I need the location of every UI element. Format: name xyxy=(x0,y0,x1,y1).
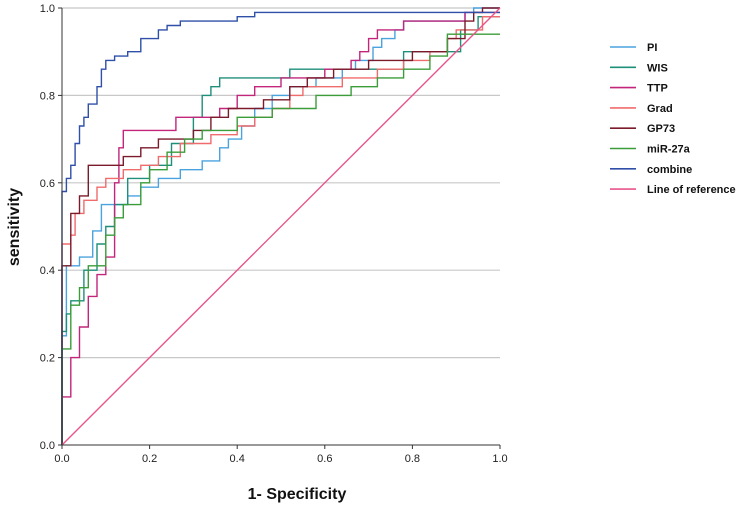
legend-label-ttp: TTP xyxy=(647,83,668,95)
x-tick-label-3: 0.6 xyxy=(317,453,332,465)
y-tick-label-3: 0.6 xyxy=(40,178,55,190)
x-tick-label-4: 0.8 xyxy=(405,453,420,465)
series-lines xyxy=(61,7,501,446)
series-line-gp73 xyxy=(61,7,500,445)
legend-label-combine: combine xyxy=(647,164,692,176)
series-line-line-of-reference xyxy=(61,7,501,446)
y-tick-label-0: 0.0 xyxy=(40,440,55,452)
x-tick-label-0: 0.0 xyxy=(54,453,69,465)
y-tick-label-5: 1.0 xyxy=(40,3,55,15)
legend-label-line-of-reference: Line of reference xyxy=(647,184,736,196)
legend-label-pi: PI xyxy=(647,42,657,54)
x-tick-label-1: 0.2 xyxy=(142,453,157,465)
series-line-ttp xyxy=(61,11,500,445)
y-ticks: 0.0 0.2 0.4 0.6 0.8 1.0 xyxy=(40,3,62,452)
x-ticks: 0.0 0.2 0.4 0.6 0.8 1.0 xyxy=(54,445,508,465)
y-tick-label-2: 0.4 xyxy=(40,265,55,277)
series-line-combine xyxy=(61,11,500,445)
legend: PI WIS TTP Grad GP73 miR-27a combine Line of re… xyxy=(610,42,736,196)
x-axis-title: 1- Specificity xyxy=(248,486,347,503)
legend-label-grad: Grad xyxy=(647,103,673,115)
legend-label-mir-27a: miR-27a xyxy=(647,144,691,156)
axes xyxy=(61,8,500,446)
legend-label-wis: WIS xyxy=(647,62,668,74)
y-axis-title: sensitivity xyxy=(6,188,23,266)
y-tick-label-4: 0.8 xyxy=(40,90,55,102)
x-tick-label-5: 1.0 xyxy=(492,453,507,465)
legend-label-gp73: GP73 xyxy=(647,123,675,135)
grid-lines xyxy=(62,7,500,359)
y-tick-label-1: 0.2 xyxy=(40,353,55,365)
series-line-mir-27a xyxy=(61,33,500,445)
x-tick-label-2: 0.4 xyxy=(230,453,245,465)
